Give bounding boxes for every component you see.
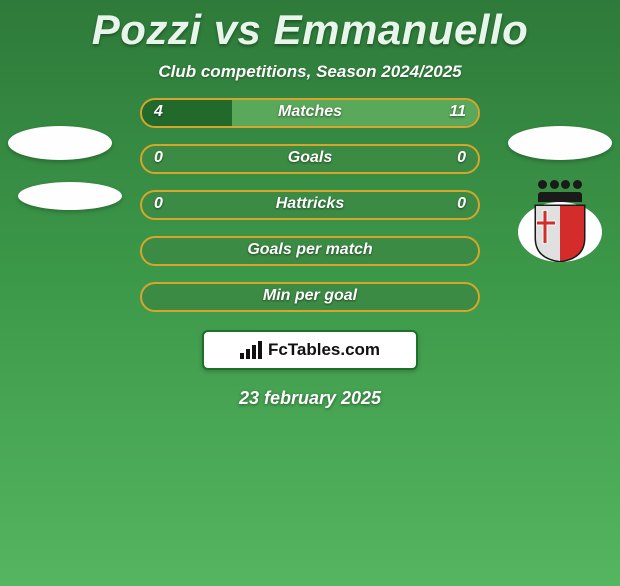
stat-value-right: 0 — [457, 190, 466, 218]
subtitle: Club competitions, Season 2024/2025 — [0, 62, 620, 82]
stat-row: Hattricks0 0 — [140, 190, 480, 220]
club-badge-left — [18, 182, 122, 210]
stat-value-left: 4 — [154, 98, 163, 126]
stat-label: Hattricks — [140, 190, 480, 218]
stat-label: Goals — [140, 144, 480, 172]
stat-value-right: 0 — [457, 144, 466, 172]
brand-badge: FcTables.com — [202, 330, 418, 370]
stat-value-left: 0 — [154, 144, 163, 172]
stat-label: Min per goal — [140, 282, 480, 310]
stat-row: Goals0 0 — [140, 144, 480, 174]
brand-text: FcTables.com — [268, 340, 380, 360]
stat-row: Matches4 11 — [140, 98, 480, 128]
bar-chart-icon — [240, 341, 262, 359]
player-avatar-right — [508, 126, 612, 160]
crest-shield-icon — [534, 204, 586, 262]
stat-value-left: 0 — [154, 190, 163, 218]
page-title: Pozzi vs Emmanuello — [0, 6, 620, 54]
stat-row: Min per goal — [140, 282, 480, 312]
player-avatar-left — [8, 126, 112, 160]
stat-label: Matches — [140, 98, 480, 126]
crest-crown-icon — [538, 180, 582, 202]
stat-label: Goals per match — [140, 236, 480, 264]
stat-row: Goals per match — [140, 236, 480, 266]
date-label: 23 february 2025 — [0, 388, 620, 409]
stat-value-right: 11 — [449, 98, 466, 126]
club-badge-right — [510, 184, 610, 268]
